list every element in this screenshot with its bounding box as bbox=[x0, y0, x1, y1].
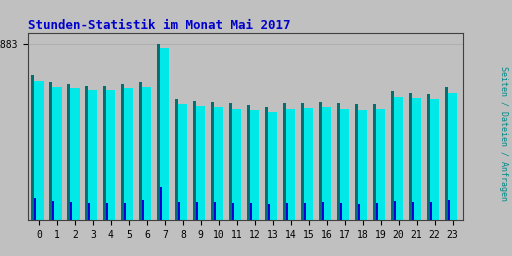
Bar bbox=[340, 203, 342, 220]
Bar bbox=[447, 93, 457, 220]
Text: Stunden-Statistik im Monat Mai 2017: Stunden-Statistik im Monat Mai 2017 bbox=[28, 19, 291, 32]
Bar bbox=[283, 103, 286, 220]
Bar bbox=[196, 202, 198, 220]
Bar bbox=[178, 202, 180, 220]
Bar bbox=[124, 88, 134, 220]
Bar bbox=[358, 110, 367, 220]
Bar bbox=[376, 109, 385, 220]
Bar bbox=[319, 102, 322, 220]
Bar bbox=[337, 103, 340, 220]
Bar bbox=[391, 91, 394, 220]
Bar bbox=[250, 202, 252, 220]
Bar bbox=[88, 90, 97, 220]
Bar bbox=[214, 107, 223, 220]
Bar bbox=[286, 203, 288, 220]
Bar bbox=[31, 75, 34, 220]
Bar bbox=[86, 86, 88, 220]
Bar bbox=[67, 84, 70, 220]
Bar bbox=[340, 109, 349, 220]
Bar bbox=[106, 203, 108, 220]
Bar bbox=[178, 104, 187, 220]
Bar bbox=[373, 104, 376, 220]
Bar bbox=[139, 82, 142, 220]
Bar bbox=[52, 201, 54, 220]
Bar bbox=[34, 198, 36, 220]
Bar bbox=[304, 109, 313, 220]
Bar bbox=[232, 109, 241, 220]
Bar bbox=[103, 86, 106, 220]
Text: Seiten / Dateien / Anfragen: Seiten / Dateien / Anfragen bbox=[499, 66, 508, 201]
Bar bbox=[160, 48, 169, 220]
Bar bbox=[268, 204, 270, 220]
Bar bbox=[229, 103, 232, 220]
Bar bbox=[70, 88, 79, 220]
Bar bbox=[447, 200, 450, 220]
Bar bbox=[394, 201, 396, 220]
Bar bbox=[88, 202, 90, 220]
Bar bbox=[394, 97, 403, 220]
Bar bbox=[358, 204, 359, 220]
Bar bbox=[142, 87, 152, 220]
Bar bbox=[70, 202, 72, 220]
Bar bbox=[196, 106, 205, 220]
Bar bbox=[142, 200, 144, 220]
Bar bbox=[412, 98, 421, 220]
Bar bbox=[247, 105, 250, 220]
Bar bbox=[211, 102, 214, 220]
Bar bbox=[121, 84, 124, 220]
Bar bbox=[322, 202, 324, 220]
Bar bbox=[409, 93, 412, 220]
Bar bbox=[175, 99, 178, 220]
Bar bbox=[430, 202, 432, 220]
Bar bbox=[232, 203, 233, 220]
Bar bbox=[124, 202, 126, 220]
Bar bbox=[52, 87, 61, 220]
Bar bbox=[322, 107, 331, 220]
Bar bbox=[214, 202, 216, 220]
Bar bbox=[304, 202, 306, 220]
Bar bbox=[427, 94, 430, 220]
Bar bbox=[193, 101, 196, 220]
Bar bbox=[268, 112, 278, 220]
Bar bbox=[355, 104, 358, 220]
Bar bbox=[376, 203, 377, 220]
Bar bbox=[412, 202, 414, 220]
Bar bbox=[430, 99, 439, 220]
Bar bbox=[301, 103, 304, 220]
Bar bbox=[160, 187, 162, 220]
Bar bbox=[286, 109, 295, 220]
Bar bbox=[49, 82, 52, 220]
Bar bbox=[157, 44, 160, 220]
Bar bbox=[106, 90, 116, 220]
Bar bbox=[34, 81, 44, 220]
Bar bbox=[265, 107, 268, 220]
Bar bbox=[250, 110, 260, 220]
Bar bbox=[445, 88, 447, 220]
